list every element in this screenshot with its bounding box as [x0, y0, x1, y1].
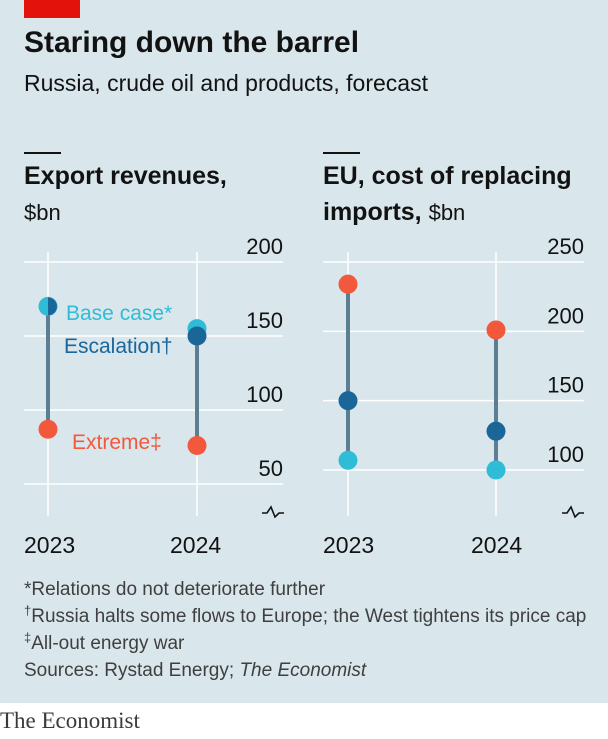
right-panel-title-line2: imports,	[323, 198, 422, 226]
left-panel-unit: $bn	[24, 200, 61, 225]
sources: Sources: Rystad Energy; The Economist	[24, 660, 367, 681]
right-panel-title: EU, cost of replacing imports, $bn	[323, 158, 572, 231]
eu-replacement-cost-chart: 100 150 200 250 2023 2024	[323, 234, 584, 558]
export-revenues-chart: 50 100 150 200 2023 2024 Base case* Escalation†…	[24, 234, 284, 558]
footnote-extreme: ‡All-out energy war	[24, 630, 185, 654]
axis-break-icon	[262, 505, 284, 519]
dot-escalation-2024	[486, 421, 506, 441]
chart-subtitle: Russia, crude oil and products, forecast	[24, 70, 428, 96]
charts-svg: 50 100 150 200 2023 2024 Base case* Escalation†…	[24, 234, 584, 558]
series-label-escalation: Escalation†	[64, 335, 173, 358]
axis-break-icon	[562, 505, 584, 519]
left-panel-title-text: Export revenues,	[24, 162, 227, 190]
footnote-escalation: †Russia halts some flows to Europe; the …	[24, 603, 587, 627]
x-label-2024: 2024	[170, 532, 221, 558]
brand-wordmark: The Economist	[0, 708, 140, 733]
y-tick-label-150: 150	[246, 308, 283, 333]
brand-red-tag	[24, 0, 80, 18]
y-tick-label-250: 250	[547, 234, 584, 259]
footnotes: *Relations do not deteriorate further †R…	[24, 576, 586, 684]
x-label-2023: 2023	[323, 532, 374, 558]
y-tick-label-100: 100	[547, 442, 584, 467]
y-tick-label-200: 200	[547, 303, 584, 328]
chart-panel	[0, 0, 608, 703]
dot-extreme-2024	[486, 320, 506, 340]
dot-escalation-2024	[187, 326, 207, 346]
chart-title: Staring down the barrel	[24, 26, 360, 59]
y-tick-label-200: 200	[246, 234, 283, 259]
dot-escalation-2023	[338, 391, 358, 411]
x-label-2023: 2023	[24, 532, 75, 558]
y-tick-label-100: 100	[246, 382, 283, 407]
left-panel-title: Export revenues, $bn	[24, 158, 227, 231]
dot-base-2024	[486, 460, 506, 480]
right-panel-rule	[323, 152, 360, 154]
dot-extreme-2023	[338, 274, 358, 294]
dot-escalation-2023	[48, 297, 57, 316]
x-label-2024: 2024	[471, 532, 522, 558]
footnote-base: *Relations do not deteriorate further	[24, 579, 326, 600]
dot-base-2023	[338, 450, 358, 470]
dot-extreme-2024	[187, 436, 207, 456]
left-panel-rule	[24, 152, 61, 154]
right-panel-unit: $bn	[428, 200, 466, 225]
series-label-base: Base case*	[66, 302, 172, 325]
y-tick-label-150: 150	[547, 373, 584, 398]
y-tick-label-50: 50	[259, 456, 283, 481]
series-label-extreme: Extreme‡	[72, 431, 162, 454]
right-panel-title-line1: EU, cost of replacing	[323, 162, 572, 190]
dot-extreme-2023	[38, 419, 58, 439]
